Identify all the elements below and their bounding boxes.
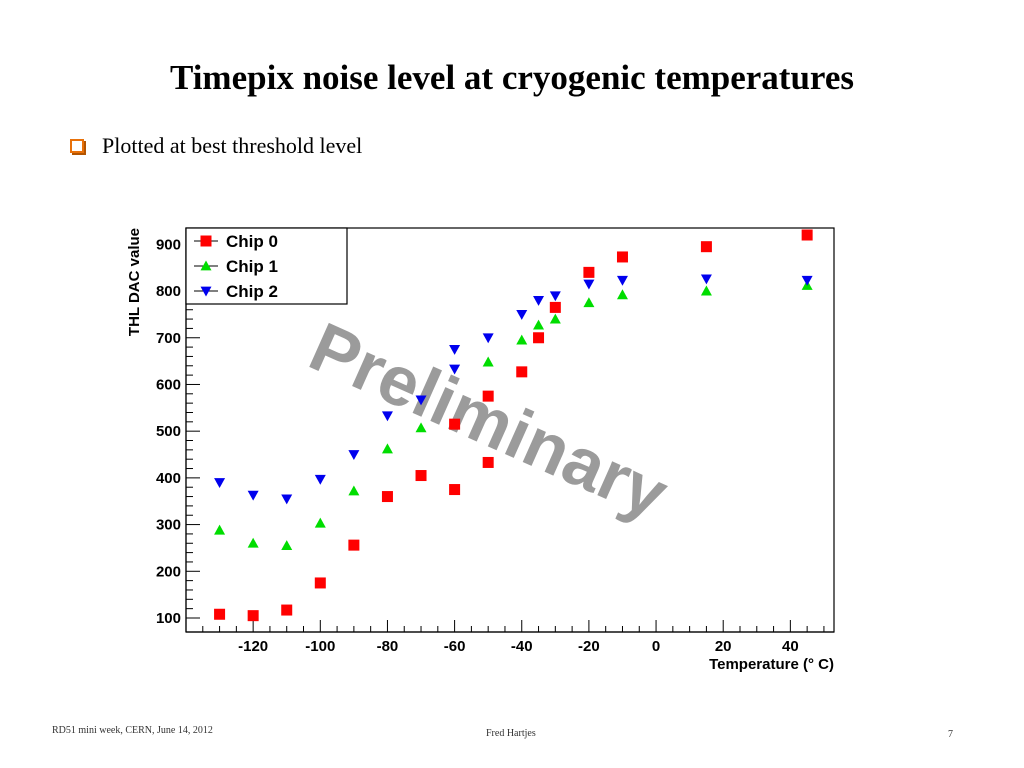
y-tick-label: 100 xyxy=(156,610,181,627)
legend: Chip 0 Chip 1 Chip 2 xyxy=(185,227,348,305)
data-point xyxy=(700,285,712,296)
data-point xyxy=(449,364,461,375)
data-point xyxy=(247,537,259,548)
checkbox-bullet-icon xyxy=(70,139,84,153)
data-point xyxy=(381,491,393,503)
y-axis-title: THL DAC value xyxy=(126,228,143,336)
data-points xyxy=(214,229,813,622)
data-point xyxy=(616,251,628,263)
y-tick-label: 500 xyxy=(156,423,181,440)
y-tick-label: 400 xyxy=(156,470,181,487)
data-point xyxy=(549,291,561,302)
footer-author: Fred Hartjes xyxy=(486,728,536,739)
data-point xyxy=(533,332,545,344)
y-tick-label: 800 xyxy=(156,283,181,300)
x-tick-label: 20 xyxy=(715,638,732,655)
y-tick-label: 600 xyxy=(156,376,181,393)
data-point xyxy=(449,484,461,496)
y-tick-label: 200 xyxy=(156,563,181,580)
data-point xyxy=(247,610,259,622)
data-point xyxy=(616,275,628,286)
x-tick-label: -120 xyxy=(238,638,268,655)
data-point xyxy=(801,275,813,286)
data-point xyxy=(348,485,360,496)
data-point xyxy=(214,524,226,535)
data-point xyxy=(381,411,393,422)
data-point xyxy=(482,390,494,402)
axis-ticks: -120 -100 -80 -60 -40 -20 0 20 40 100 200 300 400 500… xyxy=(156,234,825,655)
x-tick-label: -20 xyxy=(578,638,600,655)
legend-label: Chip 0 xyxy=(226,232,278,251)
footer-event: RD51 mini week, CERN, June 14, 2012 xyxy=(52,725,213,736)
data-point xyxy=(533,319,545,330)
data-point xyxy=(516,334,528,345)
data-point xyxy=(801,229,813,241)
x-tick-label: -80 xyxy=(377,638,399,655)
bullet-item: Plotted at best threshold level xyxy=(70,133,362,159)
legend-label: Chip 1 xyxy=(226,257,278,276)
data-point xyxy=(700,274,712,285)
data-point xyxy=(616,289,628,300)
x-tick-label: -60 xyxy=(444,638,466,655)
data-point xyxy=(700,241,712,253)
x-tick-label: -100 xyxy=(305,638,335,655)
data-point xyxy=(516,366,528,378)
legend-marker xyxy=(200,286,212,297)
bullet-text: Plotted at best threshold level xyxy=(102,133,363,158)
x-tick-label: -40 xyxy=(511,638,533,655)
data-point xyxy=(549,313,561,324)
legend-label: Chip 2 xyxy=(226,282,278,301)
data-point xyxy=(482,333,494,344)
y-tick-label: 900 xyxy=(156,236,181,253)
x-tick-label: 0 xyxy=(652,638,660,655)
data-point xyxy=(247,490,259,501)
data-point xyxy=(482,356,494,367)
data-point xyxy=(415,470,427,482)
data-point xyxy=(314,474,326,485)
slide-title: Timepix noise level at cryogenic tempera… xyxy=(170,58,854,97)
x-axis-title: Temperature (° C) xyxy=(709,656,834,673)
data-point xyxy=(583,279,595,290)
data-point xyxy=(533,295,545,306)
series-chip-2 xyxy=(214,274,813,505)
data-point xyxy=(381,443,393,454)
data-point xyxy=(482,456,494,468)
data-point xyxy=(583,266,595,278)
legend-marker xyxy=(200,235,212,247)
data-point xyxy=(415,422,427,433)
data-point xyxy=(281,604,293,616)
data-point xyxy=(449,418,461,430)
y-tick-label: 300 xyxy=(156,517,181,534)
data-point xyxy=(314,517,326,528)
series-chip-0 xyxy=(214,229,813,622)
data-point xyxy=(281,540,293,550)
data-point xyxy=(281,494,293,505)
data-point xyxy=(583,297,595,308)
x-tick-label: 40 xyxy=(782,638,799,655)
data-point xyxy=(348,539,360,551)
data-point xyxy=(348,450,360,461)
data-point xyxy=(314,577,326,589)
data-point xyxy=(449,345,461,355)
data-point xyxy=(516,310,528,320)
legend-marker xyxy=(200,260,212,271)
data-point xyxy=(549,301,561,313)
y-tick-label: 700 xyxy=(156,330,181,347)
data-point xyxy=(415,395,427,406)
data-point xyxy=(214,608,226,620)
footer-page-number: 7 xyxy=(948,729,953,740)
data-point xyxy=(214,478,226,489)
